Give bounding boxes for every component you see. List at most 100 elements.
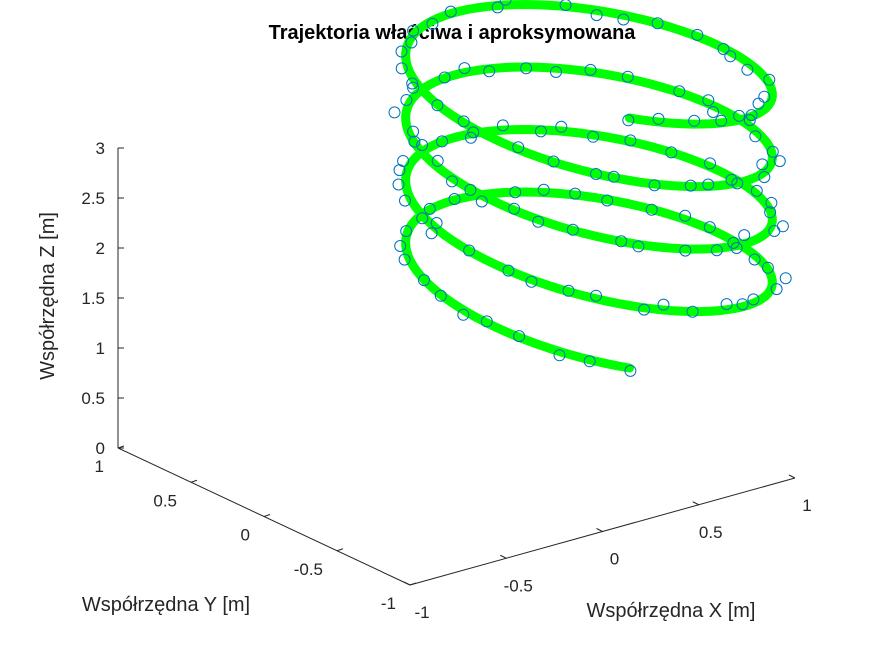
measurement-point bbox=[707, 106, 720, 118]
measurement-point bbox=[434, 289, 447, 302]
measurement-point bbox=[395, 62, 408, 75]
measurement-point bbox=[464, 183, 477, 196]
measurement-point bbox=[748, 253, 761, 266]
z-tick-label: 0.5 bbox=[81, 389, 105, 408]
measurement-point bbox=[733, 109, 746, 122]
y-tick-mark bbox=[117, 445, 125, 449]
measurement-point bbox=[590, 289, 602, 302]
measurement-point bbox=[776, 220, 789, 233]
measurement-point bbox=[395, 45, 408, 58]
measurement-point bbox=[583, 355, 596, 368]
measurement-point bbox=[418, 274, 430, 287]
measurement-point bbox=[550, 66, 562, 78]
measurement-point bbox=[431, 99, 444, 112]
measurement-point bbox=[509, 186, 522, 199]
measurement-point bbox=[448, 193, 461, 205]
measurement-point bbox=[513, 330, 526, 343]
measurement-point bbox=[745, 109, 758, 122]
measurement-point bbox=[617, 13, 630, 26]
chart-title: Trajektoria właściwa i aproksymowana bbox=[269, 22, 637, 44]
measurement-point bbox=[400, 225, 413, 238]
measurement-point bbox=[407, 125, 420, 138]
measurement-point bbox=[725, 173, 738, 186]
x-tick-mark bbox=[692, 501, 699, 506]
measurement-point bbox=[508, 202, 521, 215]
measurement-point bbox=[444, 5, 457, 18]
x-axis-label: Współrzędna X [m] bbox=[587, 600, 756, 622]
measurement-point bbox=[601, 194, 614, 207]
measurement-point bbox=[768, 225, 781, 237]
measurement-point bbox=[566, 223, 579, 236]
measurement-point bbox=[736, 298, 749, 311]
measurement-point bbox=[657, 298, 670, 311]
measurement-point bbox=[555, 120, 568, 133]
measurement-point bbox=[587, 130, 600, 143]
measurement-point bbox=[559, 0, 572, 11]
measurement-point bbox=[491, 1, 504, 14]
measurement-point bbox=[717, 43, 730, 55]
measurement-point bbox=[764, 206, 777, 219]
measurement-point bbox=[388, 106, 401, 119]
measurement-point bbox=[703, 221, 716, 234]
ticks: 0 0.5 1 1.5 2 2.5 3 -1 -0.5 0 0.5 1 -1 -0.5 0 0.5 1 bbox=[81, 139, 811, 622]
measurement-point bbox=[679, 244, 692, 257]
measurement-point bbox=[502, 264, 515, 277]
measurement-point bbox=[750, 184, 763, 197]
measurement-point bbox=[761, 261, 774, 274]
measurement-point bbox=[590, 9, 603, 22]
measurement-point bbox=[651, 17, 664, 30]
measurement-point bbox=[673, 85, 686, 98]
x-tick-mark bbox=[500, 554, 507, 559]
z-tick-label: 0 bbox=[96, 439, 105, 458]
axes bbox=[117, 148, 796, 586]
measurement-point bbox=[638, 303, 651, 316]
measurement-point bbox=[749, 130, 762, 143]
measurement-point bbox=[686, 305, 699, 318]
measurement-point bbox=[475, 195, 488, 208]
x-tick-mark bbox=[596, 528, 603, 532]
measurement-point bbox=[615, 235, 628, 248]
measurement-point bbox=[702, 178, 715, 191]
measurement-point bbox=[525, 275, 538, 288]
y-tick-mark bbox=[190, 479, 198, 483]
measurement-point bbox=[584, 63, 597, 76]
measurement-point bbox=[632, 240, 645, 253]
measurement-point bbox=[430, 217, 443, 229]
measurement-point bbox=[394, 240, 407, 252]
y-axis-label: Współrzędna Y [m] bbox=[82, 594, 250, 616]
measurement-point bbox=[747, 293, 760, 306]
x-tick-label: -1 bbox=[414, 603, 429, 622]
measurement-point bbox=[621, 70, 634, 83]
measurement-point bbox=[770, 283, 783, 296]
measurement-point bbox=[397, 155, 410, 167]
measurement-point bbox=[392, 178, 405, 191]
measurement-point bbox=[724, 50, 737, 63]
measurement-point bbox=[765, 196, 778, 209]
measurement-point bbox=[648, 179, 661, 192]
z-axis-label: Współrzędna Z [m] bbox=[37, 212, 59, 380]
measurement-point bbox=[758, 171, 771, 184]
measurement-point bbox=[408, 135, 421, 148]
measurement-point bbox=[688, 114, 701, 127]
measurement-point bbox=[702, 94, 715, 107]
measurement-point bbox=[446, 175, 458, 188]
measurement-point bbox=[679, 209, 692, 222]
measurement-point bbox=[756, 158, 769, 171]
z-tick-label: 2.5 bbox=[81, 189, 105, 208]
measurement-point bbox=[624, 134, 637, 147]
x-tick-label: 1 bbox=[802, 496, 811, 515]
measurement-point bbox=[743, 114, 756, 127]
measurement-point bbox=[665, 146, 678, 159]
z-tick-label: 3 bbox=[96, 139, 105, 158]
measurement-point bbox=[766, 145, 779, 158]
measurement-point bbox=[622, 114, 635, 127]
measurement-point bbox=[463, 244, 476, 257]
x-tick-label: -0.5 bbox=[504, 576, 533, 595]
z-tick-label: 2 bbox=[96, 239, 105, 258]
measurement-point bbox=[684, 179, 697, 192]
measurement-point bbox=[457, 308, 470, 321]
x-tick-label: 0.5 bbox=[699, 523, 723, 542]
measurement-point bbox=[399, 194, 411, 207]
measurement-point bbox=[480, 315, 493, 328]
measurement-point bbox=[483, 65, 496, 78]
